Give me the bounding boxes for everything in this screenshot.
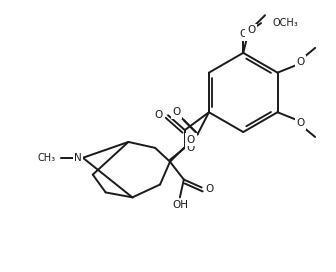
Text: O: O [296, 57, 304, 67]
Text: OH: OH [172, 200, 188, 210]
Text: O: O [187, 135, 195, 145]
Text: CH₃: CH₃ [37, 153, 55, 163]
Text: O: O [247, 25, 255, 35]
Text: O: O [296, 118, 304, 128]
Text: O: O [173, 107, 181, 117]
Text: O: O [206, 184, 214, 194]
Text: O: O [155, 110, 163, 120]
Text: O: O [239, 29, 247, 39]
Text: N: N [74, 153, 82, 163]
Text: OCH₃: OCH₃ [273, 18, 299, 28]
Text: O: O [186, 143, 195, 153]
